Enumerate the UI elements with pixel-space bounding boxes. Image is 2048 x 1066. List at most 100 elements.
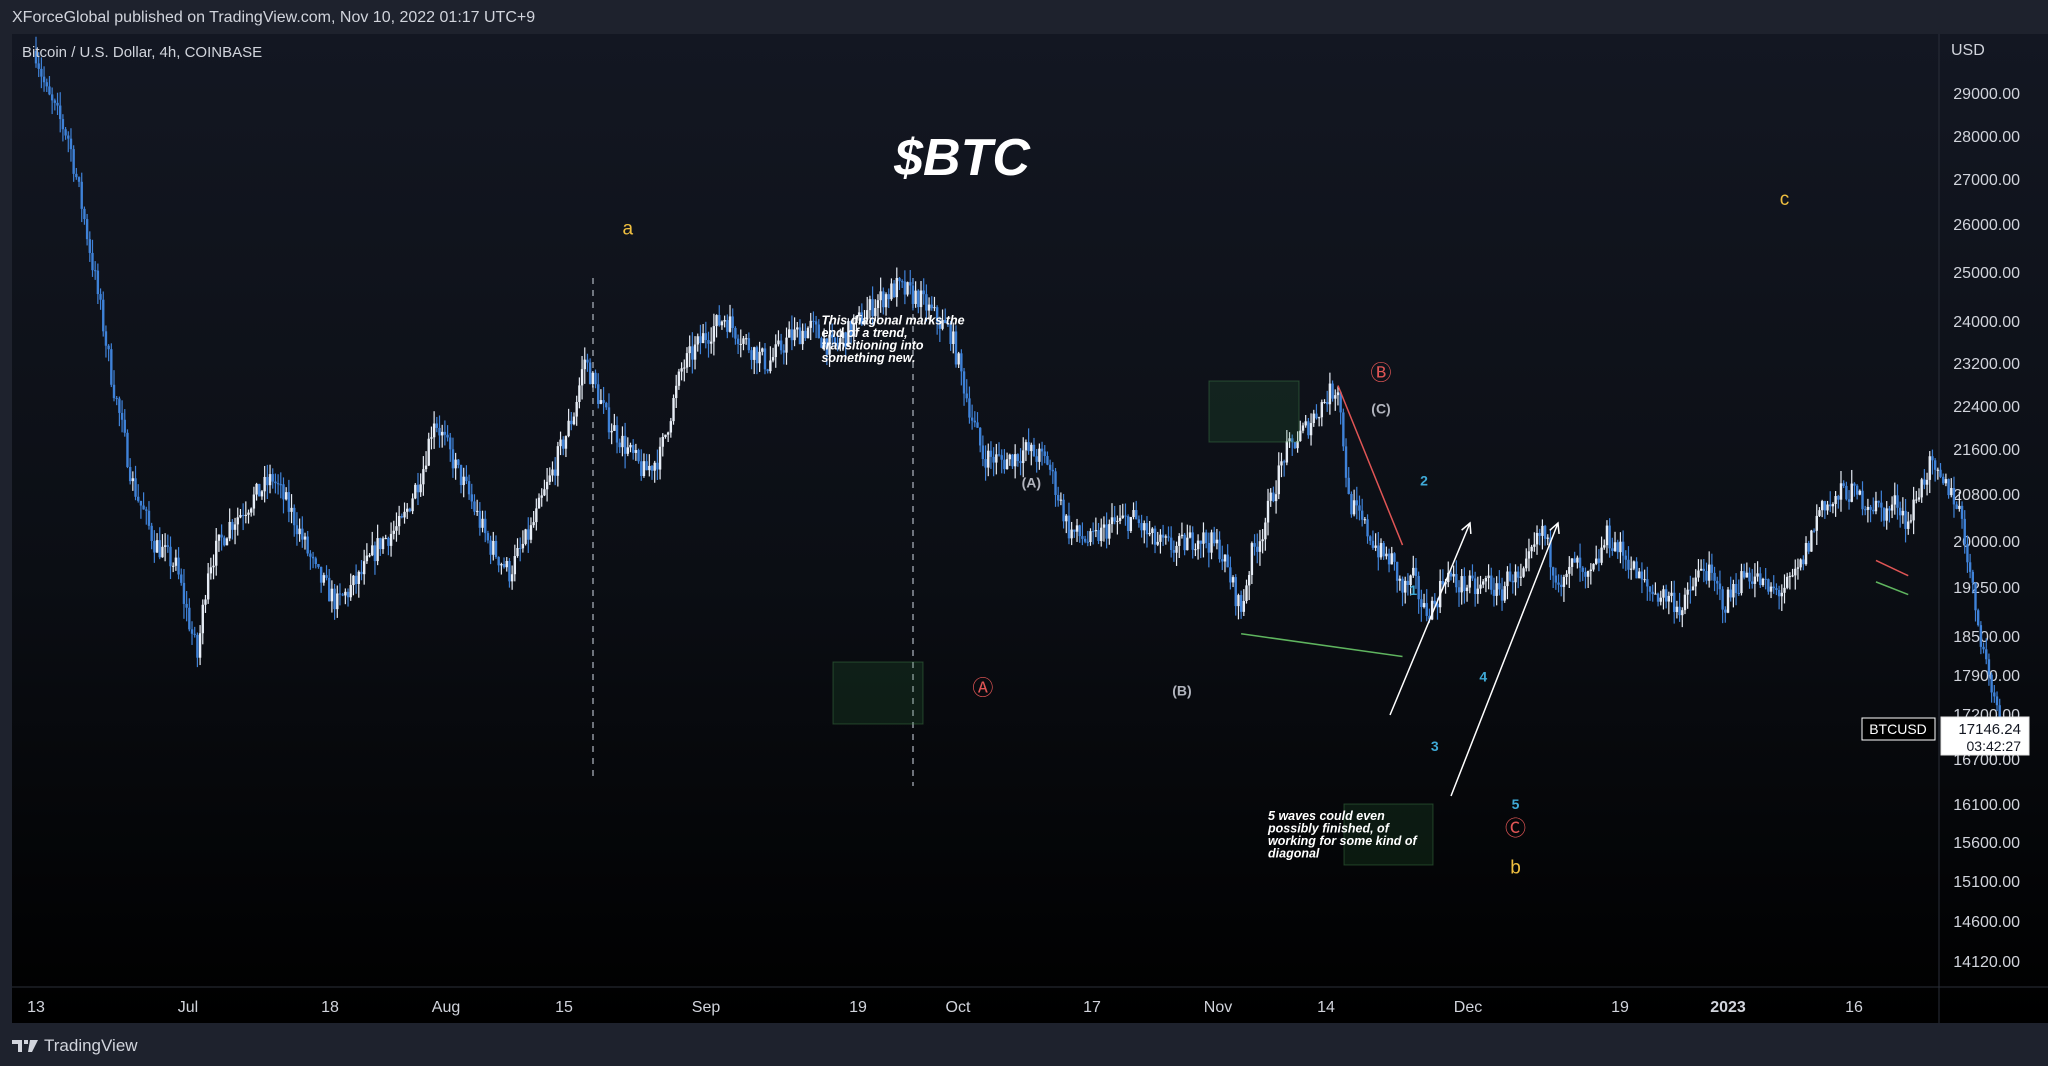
candle-body: [537, 497, 541, 509]
candle-body: [247, 512, 250, 515]
candle-body: [1100, 527, 1103, 541]
candle-body: [976, 422, 979, 428]
candle-body: [519, 548, 522, 550]
tradingview-logo[interactable]: TradingView: [12, 1036, 138, 1056]
candle-body: [497, 557, 500, 566]
candle-body: [1436, 603, 1439, 608]
candle-body: [255, 483, 258, 495]
wave-label: c: [1780, 189, 1790, 210]
candle-body: [357, 571, 360, 584]
candle-body: [1269, 492, 1272, 501]
time-axis-tick-label: Dec: [1454, 999, 1482, 1016]
time-axis-tick-label: Oct: [946, 999, 971, 1016]
candle-body: [1963, 518, 1966, 545]
candle-body: [1842, 483, 1845, 486]
candle-body: [658, 446, 662, 470]
candle-body: [1180, 534, 1184, 537]
candle-body: [718, 315, 721, 326]
candle-body: [1369, 536, 1372, 541]
candle-body: [306, 536, 309, 554]
candle-body: [225, 538, 229, 546]
candle-body: [1277, 465, 1280, 495]
ticker-label: BTCUSD: [1869, 721, 1927, 737]
chart-area[interactable]: [12, 34, 2048, 1023]
candle-body: [1670, 592, 1673, 596]
candle-body: [1196, 540, 1200, 550]
candle-body: [88, 239, 91, 253]
candle-body: [465, 476, 468, 482]
candle-body: [128, 466, 132, 482]
candle-body: [1113, 517, 1116, 522]
candle-body: [952, 331, 955, 345]
candle-body: [126, 432, 129, 467]
candle-body: [1662, 589, 1665, 598]
time-axis-tick-label: 16: [1845, 999, 1863, 1016]
candle-body: [804, 330, 807, 339]
candle-body: [1135, 510, 1138, 520]
candle-body: [1247, 574, 1251, 586]
candle-body: [857, 312, 861, 316]
candle-body: [1810, 530, 1813, 552]
candle-body: [997, 454, 1001, 456]
projection-arrow-line: [1389, 522, 1471, 716]
candle-body: [1619, 541, 1622, 553]
candle-body: [801, 330, 804, 345]
candle-body: [430, 437, 433, 439]
candle-body: [903, 281, 907, 295]
price-axis-tick-label: 27000.00: [1953, 172, 2020, 189]
candle-body: [545, 481, 549, 490]
candle-body: [895, 278, 898, 298]
candle-body: [169, 546, 172, 567]
candle-body: [1570, 558, 1574, 567]
candle-body: [1024, 442, 1028, 451]
candle-body: [354, 575, 358, 584]
candle-body: [459, 464, 463, 486]
tradingview-logo-icon: [12, 1040, 38, 1052]
candle-body: [1027, 442, 1030, 452]
candle-body: [486, 533, 490, 541]
wave-label: 3: [1431, 738, 1439, 754]
candle-body: [1869, 506, 1872, 510]
candle-body: [1102, 524, 1106, 528]
candle-body: [591, 372, 595, 385]
candle-body: [1011, 454, 1014, 467]
wave-label: 4: [1479, 669, 1487, 685]
candle-body: [712, 326, 716, 342]
candle-body: [102, 299, 105, 332]
candle-body: [1632, 561, 1636, 569]
candle-body: [1301, 425, 1305, 431]
candle-body: [597, 384, 600, 404]
time-axis-tick-label: 17: [1083, 999, 1101, 1016]
candle-body: [529, 525, 533, 540]
countdown-label: 03:42:27: [1967, 738, 2022, 754]
candle-body: [548, 475, 551, 482]
candle-body: [508, 560, 511, 582]
time-axis-tick-label: 15: [555, 999, 573, 1016]
candle-body: [1420, 599, 1423, 608]
candle-body: [1490, 575, 1493, 590]
candle-body: [820, 338, 823, 348]
candle-body: [1210, 532, 1213, 553]
candle-body: [1148, 532, 1151, 535]
candle-body: [1543, 525, 1547, 539]
candle-body: [188, 607, 191, 630]
candle-body: [40, 68, 43, 77]
candle-body: [914, 290, 917, 304]
candle-body: [1048, 464, 1052, 470]
candle-body: [1928, 456, 1931, 480]
candle-body: [1204, 532, 1208, 543]
candle-body: [1226, 554, 1229, 568]
candle-body: [1175, 545, 1178, 553]
candle-body: [276, 483, 280, 485]
candle-body: [1912, 499, 1915, 521]
candle-body: [161, 546, 164, 558]
candle-body: [919, 290, 923, 308]
candle-body: [131, 478, 135, 482]
candle-body: [1775, 588, 1778, 591]
candle-body: [954, 331, 958, 365]
candle-body: [817, 324, 820, 339]
candle-body: [1925, 479, 1929, 485]
candle-body: [1054, 471, 1057, 495]
candle-body: [1000, 455, 1003, 460]
